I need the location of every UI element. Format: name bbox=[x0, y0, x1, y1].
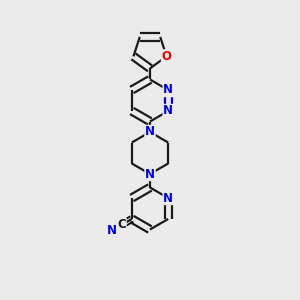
Text: O: O bbox=[161, 50, 172, 63]
Text: N: N bbox=[163, 191, 173, 205]
Text: N: N bbox=[163, 83, 173, 97]
Text: N: N bbox=[163, 104, 173, 118]
Text: C: C bbox=[117, 218, 126, 231]
Text: N: N bbox=[145, 167, 155, 181]
Text: N: N bbox=[107, 224, 117, 237]
Text: N: N bbox=[145, 125, 155, 139]
